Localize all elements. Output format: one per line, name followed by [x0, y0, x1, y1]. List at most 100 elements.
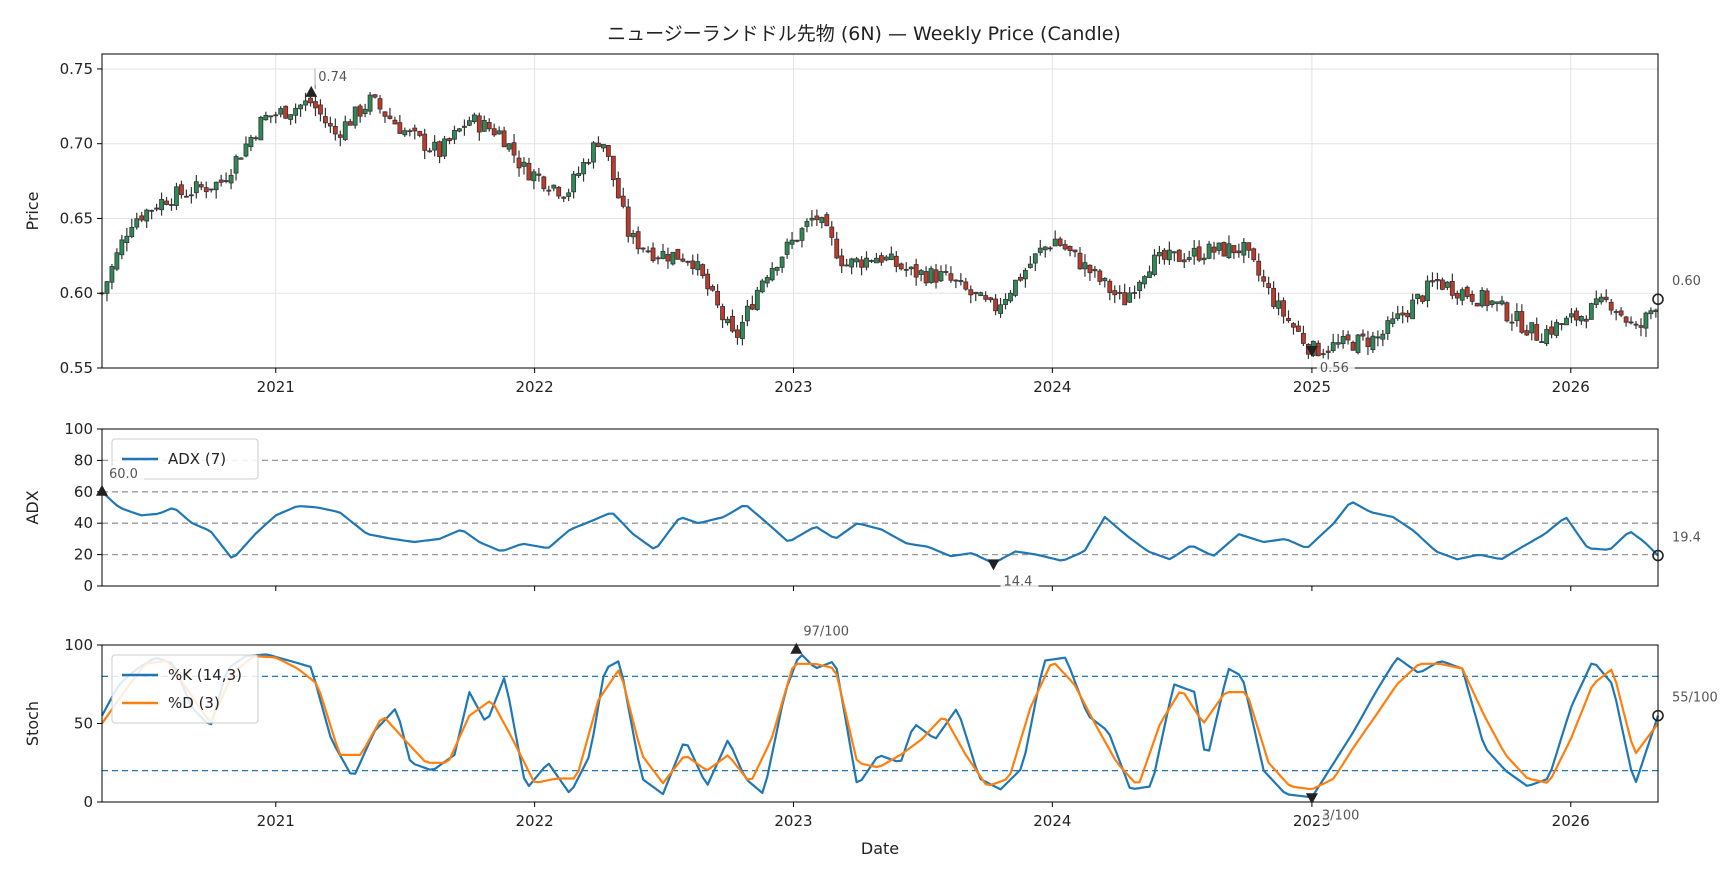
candle-body — [1137, 281, 1142, 291]
candle-body — [893, 255, 899, 267]
candle-body — [263, 114, 269, 121]
candle-body — [1157, 252, 1162, 257]
annotation-box — [1669, 689, 1723, 706]
candle-body — [610, 155, 616, 181]
candle-body — [462, 125, 467, 128]
candle-body — [208, 188, 214, 191]
candle-body — [243, 143, 249, 157]
candle-body — [1579, 315, 1584, 322]
candle-body — [397, 122, 403, 134]
candle-body — [1087, 264, 1093, 274]
candle-body — [159, 198, 164, 211]
candle-body — [1142, 276, 1147, 285]
candle-body — [481, 120, 487, 132]
candle-body — [1325, 350, 1331, 353]
x-tick-label: 2021 — [257, 378, 295, 396]
candle-body — [372, 94, 378, 98]
candle-body — [169, 204, 174, 206]
candle-body — [233, 156, 239, 174]
candle-body — [1544, 329, 1550, 345]
candle-body — [824, 214, 830, 227]
last-marker — [1652, 709, 1664, 722]
candle-body — [109, 266, 115, 283]
candle-body — [725, 318, 730, 324]
candle-body — [1117, 292, 1123, 294]
candle-body — [491, 128, 497, 136]
candle-body — [1355, 334, 1361, 353]
candle-body — [308, 97, 313, 104]
candle-body — [1231, 245, 1237, 254]
candle-body — [501, 130, 507, 148]
candle-body — [1092, 268, 1098, 272]
candle-body — [1027, 263, 1033, 268]
candle-body — [1236, 250, 1242, 254]
candle-body — [362, 108, 368, 115]
candle-body — [1191, 247, 1197, 257]
candle-body — [978, 292, 984, 297]
annotation-box — [800, 623, 855, 640]
x-tick-label: 2026 — [1552, 378, 1590, 396]
candle-body — [1633, 323, 1639, 326]
candle-body — [511, 142, 517, 156]
candle-body — [546, 189, 552, 192]
candle-body — [943, 271, 949, 273]
candle-body — [566, 192, 572, 197]
candle-body — [655, 257, 661, 260]
candle-body — [174, 186, 179, 206]
candle-body — [819, 217, 825, 224]
candle-body — [586, 162, 591, 164]
candle-body — [1022, 269, 1028, 280]
candle-body — [953, 279, 959, 282]
candle-body — [193, 181, 199, 194]
candle-body — [1449, 281, 1455, 296]
candle-body — [1216, 242, 1222, 251]
last-marker — [1652, 293, 1664, 306]
candle-body — [248, 136, 254, 148]
candle-body — [556, 186, 562, 197]
candle-body — [625, 206, 631, 237]
y-axis-label: Stoch — [23, 701, 42, 746]
candle-body — [1330, 342, 1336, 351]
candle-body — [119, 239, 125, 256]
candle-body — [342, 121, 348, 140]
candle-body — [268, 115, 274, 118]
candle-body — [735, 329, 740, 338]
price-panel: 0.55 0.60 0.65 0.70 0.75 Price 2021 2022 2023 202… — [23, 53, 1707, 396]
candle-body — [1147, 271, 1152, 278]
candle-body — [1176, 249, 1182, 262]
candle-body — [1385, 320, 1391, 334]
candle-body — [1037, 247, 1043, 253]
candle-body — [1286, 317, 1291, 322]
x-tick-label: 2022 — [516, 378, 554, 396]
candle-body — [1479, 290, 1485, 307]
candle-body — [700, 264, 706, 277]
y-axis-label: Price — [23, 191, 42, 230]
x-tick-label: 2023 — [774, 812, 812, 830]
candle-body — [615, 178, 621, 199]
min-marker — [1305, 346, 1318, 358]
candle-body — [1638, 325, 1644, 328]
candle-body — [352, 106, 358, 126]
candle-body — [283, 105, 289, 119]
candle-body — [1569, 313, 1574, 318]
candle-body — [635, 231, 641, 250]
candle-body — [1444, 281, 1450, 288]
y-tick-label: 40 — [74, 514, 93, 532]
candle-body — [1395, 313, 1401, 319]
candle-body — [203, 187, 209, 193]
candle-body — [447, 138, 452, 142]
candle-body — [740, 321, 745, 340]
annotation-label: 3/100 — [1322, 808, 1359, 823]
candle-body — [303, 100, 308, 106]
candle-body — [710, 286, 716, 291]
candle-body — [476, 115, 482, 133]
last-marker — [1652, 549, 1664, 562]
x-tick-label: 2022 — [516, 812, 554, 830]
candle-body — [650, 247, 656, 261]
candle-body — [685, 260, 691, 263]
candle-body — [1390, 318, 1396, 324]
candle-body — [392, 119, 398, 125]
candle-body — [1494, 301, 1500, 304]
candle-body — [1420, 295, 1425, 302]
candle-body — [883, 256, 889, 261]
